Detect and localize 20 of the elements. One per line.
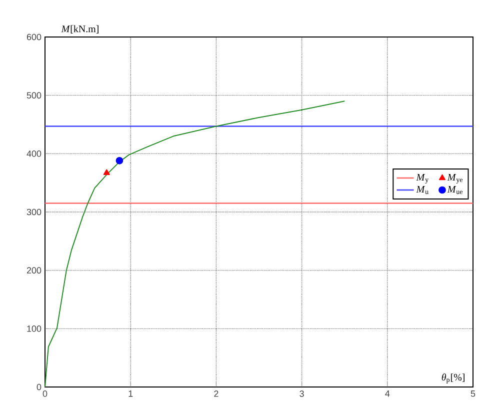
legend-label: M$_{y}$	[416, 174, 429, 184]
x-tick-label: 3	[300, 390, 304, 397]
y-tick-label: 0	[36, 384, 42, 390]
line-series	[44, 100, 346, 388]
x-tick-label: 5	[470, 390, 476, 397]
y-axis-title: M[kN.m]	[61, 25, 98, 34]
x-axis-title: θ$_{p}$[%]	[442, 374, 464, 384]
y-tick-label: 200	[26, 267, 42, 274]
x-tick-label: 0	[42, 390, 48, 397]
legend-label: M$_{ue}$	[447, 186, 462, 194]
y-tick-label: 500	[26, 92, 42, 99]
x-tick-label: 4	[385, 390, 390, 397]
legend-label: M$_{ye}$	[447, 174, 462, 184]
y-tick-label: 100	[27, 325, 42, 332]
y-tick-label: 400	[26, 150, 42, 157]
x-tick-label: 1	[128, 390, 133, 397]
legend-label: M$_{u}$	[416, 186, 428, 194]
y-tick-label: 600	[26, 34, 42, 40]
y-tick-label: 300	[26, 208, 42, 216]
x-tick-label: 2	[214, 390, 218, 397]
